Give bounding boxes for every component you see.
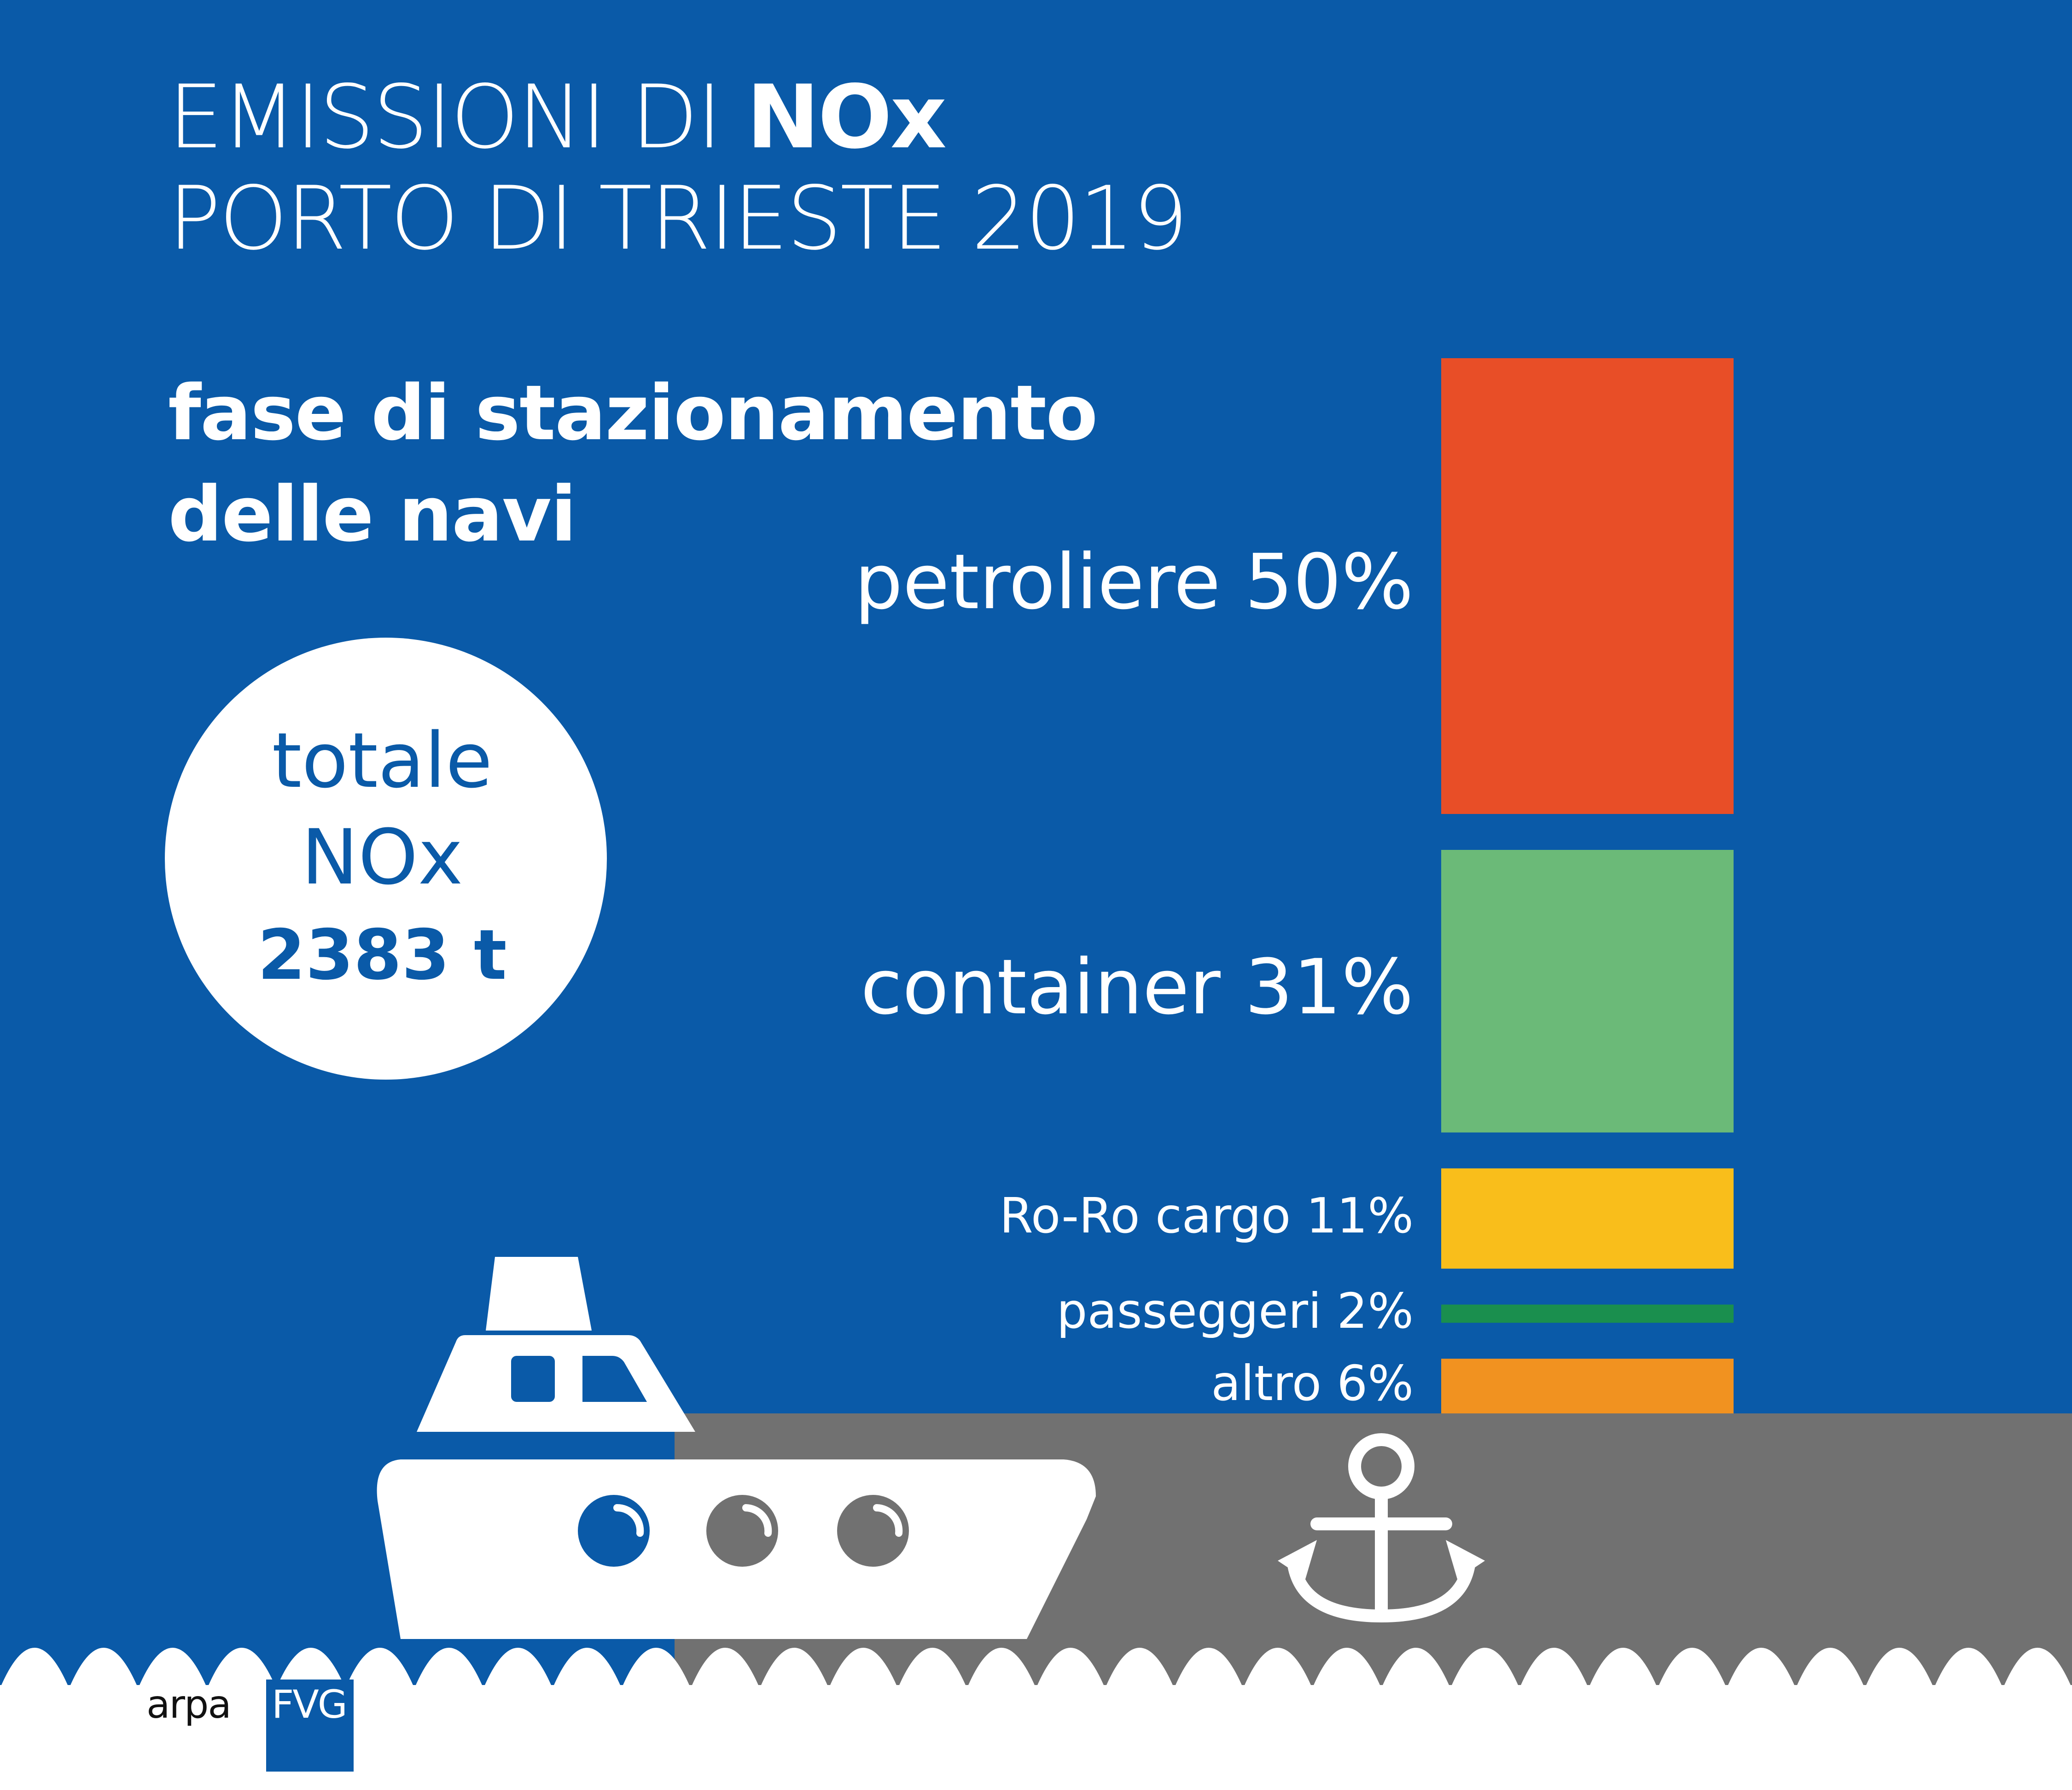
ship-window-left <box>511 1356 555 1402</box>
segment-label-petroliere: petroliere 50% <box>854 538 1414 627</box>
segment-label-passeggeri: passeggeri 2% <box>1056 1283 1414 1339</box>
total-pollutant: NOx <box>301 813 463 901</box>
subtitle-line1: fase di stazionamento <box>168 369 1098 457</box>
wave <box>0 1648 2072 1790</box>
ship-window-right <box>582 1356 647 1402</box>
title-line1: EMISSIONI DI NOx <box>168 74 947 161</box>
segment-label-altro: altro 6% <box>1211 1355 1414 1412</box>
logo-arpa: arpa <box>146 1682 232 1727</box>
anchor-icon <box>1287 1433 1475 1623</box>
bar-segment-passeggeri <box>1441 1304 1734 1323</box>
logo-fvg: FVG <box>272 1682 348 1727</box>
segment-label-ro-ro-cargo: Ro-Ro cargo 11% <box>999 1187 1414 1244</box>
bar-segment-altro <box>1441 1359 1734 1413</box>
bar-segment-ro-ro-cargo <box>1441 1168 1734 1269</box>
bar-segment-container <box>1441 850 1734 1133</box>
logo-box <box>266 1680 354 1772</box>
title-prefix: EMISSIONI DI <box>168 66 747 168</box>
bar-segment-petroliere <box>1441 358 1734 814</box>
title-bold: NOx <box>746 66 947 168</box>
subtitle-line2: delle navi <box>168 470 576 558</box>
total-value: 2383 t <box>257 915 507 995</box>
segment-label-container: container 31% <box>860 943 1414 1032</box>
stacked-bar <box>1441 358 1734 1413</box>
total-label: totale <box>272 716 493 805</box>
total-circle <box>165 638 607 1080</box>
title-line2: PORTO DI TRIESTE 2019 <box>168 168 1188 269</box>
